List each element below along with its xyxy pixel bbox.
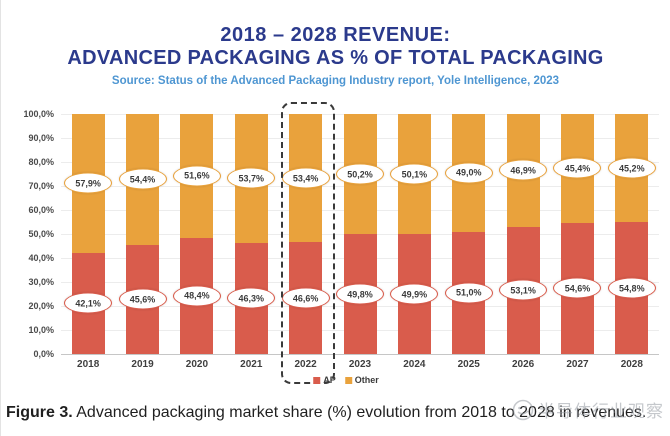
- y-tick-label: 90,0%: [28, 133, 54, 143]
- legend-item-ap: AP: [313, 375, 336, 385]
- y-tick-label: 70,0%: [28, 181, 54, 191]
- x-tick-label: 2026: [511, 359, 535, 370]
- x-tick-label: 2020: [185, 359, 209, 370]
- bar-label-other: 49,0%: [444, 162, 493, 184]
- figure-caption-label: Figure 3.: [6, 404, 73, 421]
- y-tick-label: 30,0%: [28, 277, 54, 287]
- bar-label-other: 50,1%: [390, 163, 439, 185]
- x-tick-label: 2018: [77, 359, 100, 370]
- figure-caption: Figure 3. Advanced packaging market shar…: [6, 404, 666, 422]
- x-tick-label: 2024: [403, 359, 426, 370]
- bar-label-other: 45,2%: [607, 157, 656, 179]
- y-tick-label: 100,0%: [23, 109, 54, 119]
- bar-label-other: 46,9%: [499, 159, 548, 181]
- x-tick-label: 2025: [457, 359, 480, 370]
- x-tick-label: 2027: [566, 359, 589, 370]
- y-tick-label: 10,0%: [28, 325, 54, 335]
- bar-label-other: 51,6%: [172, 165, 221, 187]
- bar-label-other: 50,2%: [336, 163, 384, 185]
- bar-label-ap: 49,9%: [390, 283, 439, 305]
- bar-label-ap: 46,3%: [227, 287, 276, 309]
- x-tick-label: 2021: [240, 359, 263, 370]
- x-tick-label: 2019: [131, 359, 154, 370]
- legend-label-other: Other: [354, 375, 379, 385]
- bar-label-other: 45,4%: [553, 157, 602, 179]
- highlight-box-2022: [280, 102, 335, 384]
- bar-label-ap: 53,1%: [499, 279, 548, 301]
- x-tick-label: 2022: [294, 359, 317, 370]
- bar-label-ap: 48,4%: [172, 285, 221, 307]
- y-tick-label: 80,0%: [28, 157, 54, 167]
- y-tick-label: 20,0%: [28, 301, 54, 311]
- y-tick-label: 40,0%: [28, 253, 54, 263]
- figure-caption-text: Advanced packaging market share (%) evol…: [72, 404, 647, 421]
- y-tick-label: 60,0%: [28, 205, 54, 215]
- y-tick-label: 50,0%: [28, 229, 54, 239]
- bar-label-other: 57,9%: [64, 172, 113, 194]
- bar-label-ap: 49,8%: [336, 283, 384, 305]
- bar-label-ap: 51,0%: [444, 282, 493, 304]
- legend-swatch-ap: [313, 376, 321, 384]
- bar-label-ap: 54,6%: [553, 277, 602, 299]
- chart-title-line1: 2018 – 2028 REVENUE:: [220, 24, 451, 46]
- x-tick-label: 2023: [348, 359, 372, 370]
- legend-item-other: Other: [344, 375, 379, 385]
- bar-label-other: 53,7%: [227, 167, 276, 189]
- y-tick-label: 0,0%: [33, 349, 54, 359]
- legend-label-ap: AP: [323, 375, 336, 385]
- x-tick-label: 2028: [620, 359, 643, 370]
- bar-label-ap: 45,6%: [118, 288, 167, 310]
- bar-label-ap: 42,1%: [64, 292, 113, 314]
- bar-label-ap: 54,8%: [607, 277, 656, 299]
- chart-legend: AP Other: [313, 375, 379, 385]
- legend-swatch-other: [344, 376, 352, 384]
- bar-label-other: 54,4%: [118, 168, 167, 190]
- chart-source-note: Source: Status of the Advanced Packaging…: [111, 75, 560, 87]
- chart-title-line2: ADVANCED PACKAGING AS % OF TOTAL PACKAGI…: [67, 47, 604, 69]
- grid-line: [61, 354, 659, 355]
